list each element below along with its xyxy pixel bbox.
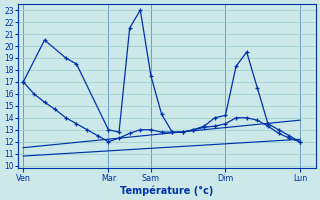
X-axis label: Température (°c): Température (°c) — [120, 185, 213, 196]
